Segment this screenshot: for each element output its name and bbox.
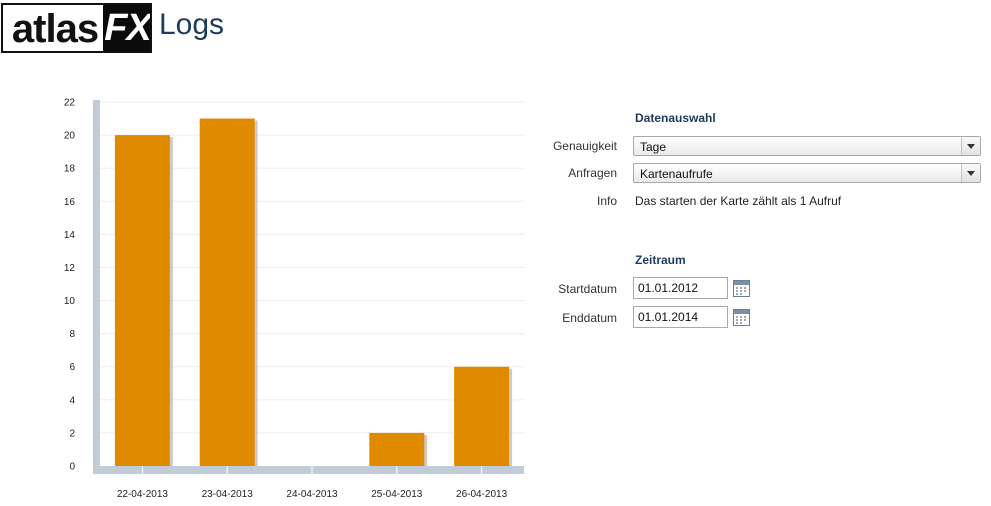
info-text: Das starten der Karte zählt als 1 Aufruf (635, 194, 842, 208)
logo-atlas-text: atlas (11, 7, 99, 51)
calendar-icon[interactable] (733, 280, 750, 297)
y-tick-label: 18 (64, 164, 76, 175)
x-tick-label: 26-04-2013 (456, 489, 508, 500)
logo-fx-text: FX (103, 5, 151, 51)
info-label: Info (596, 194, 617, 208)
chevron-down-icon[interactable] (961, 164, 980, 182)
y-tick-label: 8 (69, 329, 75, 340)
x-axis (93, 466, 524, 474)
y-tick-label: 14 (64, 230, 76, 241)
y-tick-label: 2 (69, 428, 75, 439)
x-tick-label: 24-04-2013 (286, 489, 338, 500)
y-axis (93, 100, 100, 466)
y-tick-label: 20 (64, 131, 76, 142)
precision-select-value: Tage (640, 140, 667, 154)
chevron-down-icon[interactable] (961, 137, 980, 155)
bar-chart: 0 2 4 6 8 10 12 14 16 18 20 22 22-04-2013 23-04-2013 2… (64, 98, 524, 500)
start-date-label: Startdatum (558, 282, 617, 296)
bar (199, 118, 255, 466)
y-tick-label: 12 (64, 263, 76, 274)
bar (369, 432, 425, 466)
x-tick-label: 25-04-2013 (371, 489, 423, 500)
bar (454, 366, 510, 466)
end-date-input[interactable] (633, 306, 728, 328)
requests-label: Anfragen (568, 166, 617, 180)
page-title: Logs (159, 8, 225, 41)
calendar-icon[interactable] (733, 309, 750, 326)
requests-select-value: Kartenaufrufe (640, 167, 713, 181)
y-tick-label: 0 (69, 462, 75, 473)
end-date-label: Enddatum (562, 311, 617, 325)
precision-label: Genauigkeit (552, 139, 617, 153)
y-tick-label: 4 (69, 395, 75, 406)
requests-select[interactable]: Kartenaufrufe (633, 163, 981, 183)
y-tick-label: 6 (69, 362, 75, 373)
period-title: Zeitraum (635, 253, 686, 267)
precision-select[interactable]: Tage (633, 136, 981, 156)
y-tick-label: 10 (64, 296, 76, 307)
bar (114, 135, 170, 466)
atlasfx-logo: atlas FX (1, 3, 152, 53)
y-tick-label: 22 (64, 98, 76, 109)
x-tick-label: 22-04-2013 (117, 489, 169, 500)
y-tick-label: 16 (64, 197, 76, 208)
start-date-input[interactable] (633, 277, 728, 299)
data-selection-title: Datenauswahl (635, 111, 716, 125)
x-tick-label: 23-04-2013 (202, 489, 254, 500)
